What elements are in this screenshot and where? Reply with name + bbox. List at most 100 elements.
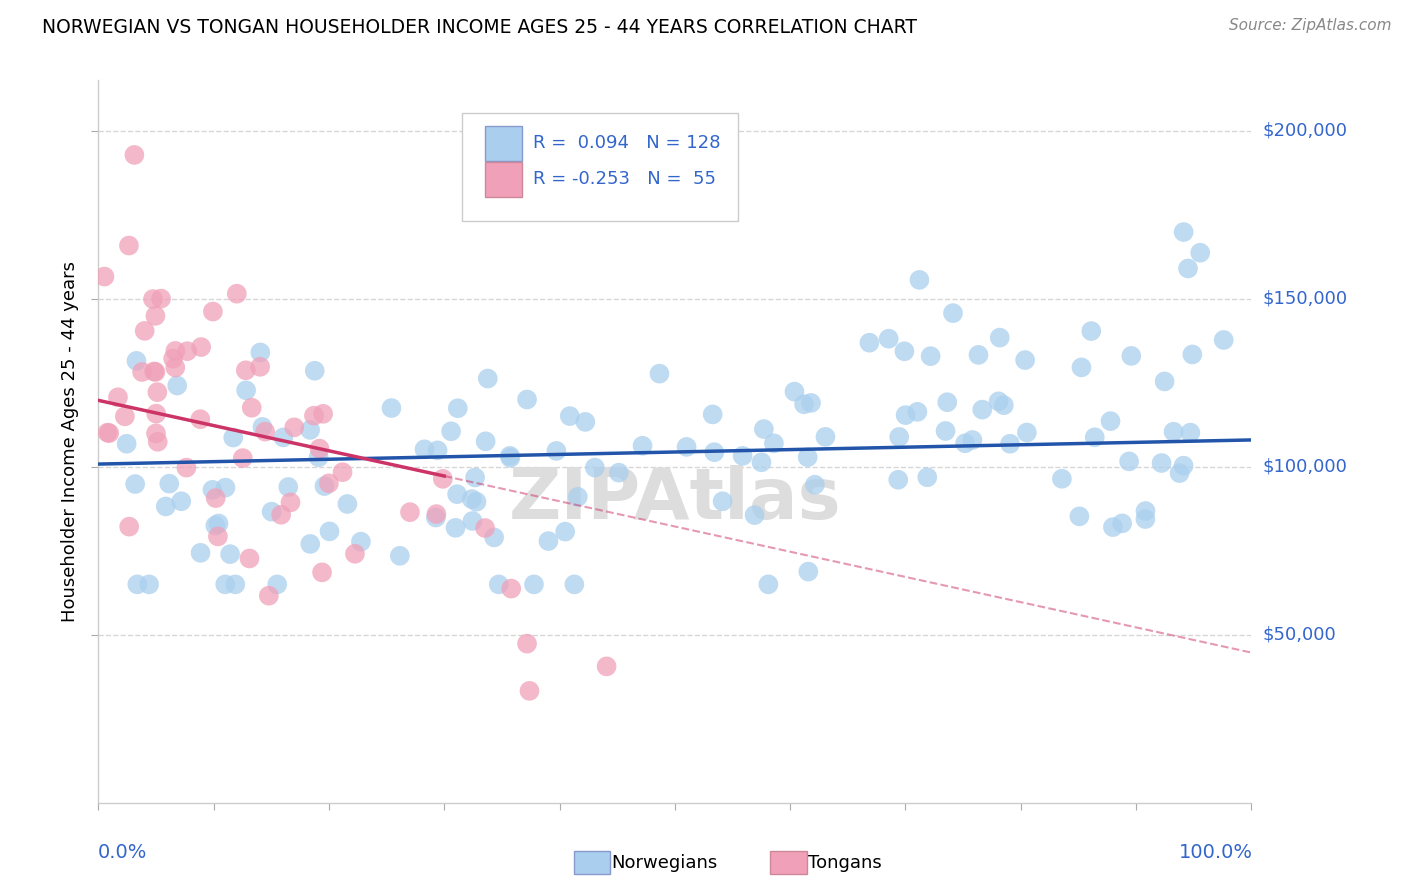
- Point: [413, 442, 436, 457]
- Point: [127, 577, 149, 591]
- Point: [675, 440, 697, 454]
- Point: [176, 460, 198, 475]
- Point: [166, 378, 188, 392]
- Point: [142, 292, 165, 306]
- Point: [1015, 425, 1038, 440]
- Point: [98, 426, 121, 441]
- Point: [280, 495, 302, 509]
- Point: [1173, 458, 1195, 473]
- Point: [125, 354, 148, 368]
- Point: [942, 306, 965, 320]
- Point: [266, 577, 288, 591]
- Point: [314, 479, 336, 493]
- Point: [240, 401, 263, 415]
- Point: [1050, 472, 1073, 486]
- Point: [270, 508, 292, 522]
- Point: [583, 460, 606, 475]
- Point: [1180, 425, 1202, 440]
- Point: [170, 494, 193, 508]
- Point: [254, 425, 277, 439]
- Point: [465, 494, 488, 508]
- Point: [336, 497, 359, 511]
- Point: [595, 659, 617, 673]
- Point: [124, 148, 146, 162]
- Point: [607, 466, 630, 480]
- Point: [477, 371, 499, 385]
- Point: [797, 565, 820, 579]
- Point: [447, 401, 470, 416]
- Point: [564, 577, 586, 591]
- Point: [987, 394, 1010, 409]
- Point: [1181, 347, 1204, 361]
- Point: [146, 385, 169, 400]
- Point: [814, 430, 837, 444]
- Point: [302, 409, 325, 423]
- Text: 100.0%: 100.0%: [1178, 843, 1253, 862]
- Point: [399, 505, 422, 519]
- Point: [118, 238, 141, 252]
- Point: [138, 577, 160, 591]
- Point: [464, 470, 486, 484]
- Point: [1153, 375, 1175, 389]
- Point: [165, 343, 187, 358]
- Point: [143, 364, 166, 378]
- Point: [201, 483, 224, 497]
- Point: [858, 335, 880, 350]
- Point: [988, 330, 1011, 344]
- Text: NORWEGIAN VS TONGAN HOUSEHOLDER INCOME AGES 25 - 44 YEARS CORRELATION CHART: NORWEGIAN VS TONGAN HOUSEHOLDER INCOME A…: [42, 18, 917, 37]
- Point: [800, 396, 823, 410]
- Point: [225, 286, 247, 301]
- Point: [894, 408, 917, 422]
- Text: Norwegians: Norwegians: [612, 854, 718, 871]
- Point: [1111, 516, 1133, 531]
- Point: [920, 349, 942, 363]
- Point: [935, 424, 957, 438]
- Point: [1189, 245, 1212, 260]
- Text: ZIPAtlas: ZIPAtlas: [509, 465, 841, 533]
- Point: [440, 425, 463, 439]
- Point: [257, 589, 280, 603]
- Point: [176, 344, 198, 359]
- Point: [1212, 333, 1234, 347]
- Point: [235, 363, 257, 377]
- Point: [751, 455, 773, 469]
- FancyBboxPatch shape: [485, 126, 522, 161]
- Point: [488, 577, 510, 591]
- Point: [908, 273, 931, 287]
- Point: [1135, 504, 1157, 518]
- Point: [499, 449, 522, 463]
- Point: [796, 450, 818, 465]
- Point: [232, 451, 254, 466]
- Point: [145, 407, 167, 421]
- Point: [804, 477, 827, 491]
- Point: [461, 492, 484, 507]
- Point: [474, 434, 496, 449]
- Point: [1135, 512, 1157, 526]
- Point: [224, 577, 246, 591]
- Point: [499, 450, 522, 465]
- Point: [190, 546, 212, 560]
- Text: $150,000: $150,000: [1263, 290, 1347, 308]
- FancyBboxPatch shape: [461, 112, 738, 221]
- Point: [426, 443, 449, 458]
- Point: [350, 534, 373, 549]
- Point: [907, 405, 929, 419]
- Point: [574, 415, 596, 429]
- Point: [887, 473, 910, 487]
- Point: [312, 407, 335, 421]
- Point: [758, 577, 780, 591]
- Point: [222, 431, 245, 445]
- Point: [277, 480, 299, 494]
- Point: [446, 487, 468, 501]
- Point: [252, 420, 274, 434]
- Point: [162, 351, 184, 366]
- Point: [299, 423, 322, 437]
- Point: [96, 425, 118, 440]
- Point: [998, 436, 1021, 450]
- Point: [214, 577, 236, 591]
- Point: [207, 516, 229, 531]
- Point: [249, 359, 271, 374]
- Point: [311, 566, 333, 580]
- Point: [648, 367, 671, 381]
- Point: [308, 450, 330, 465]
